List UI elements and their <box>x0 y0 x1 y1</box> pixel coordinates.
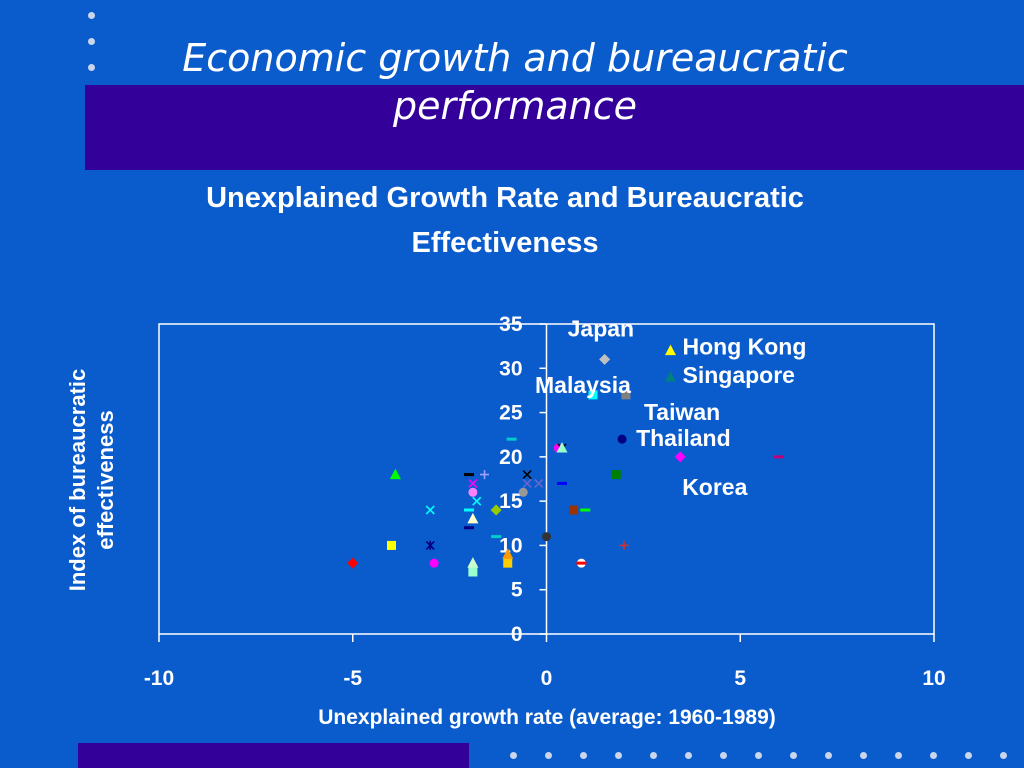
data-point <box>468 567 478 577</box>
data-point <box>588 390 598 400</box>
data-point <box>429 558 439 568</box>
x-tick-label: 5 <box>734 667 746 690</box>
data-point <box>491 535 502 539</box>
data-point <box>472 496 482 506</box>
data-point <box>542 532 551 542</box>
y-tick-label: 15 <box>499 490 523 513</box>
data-point <box>518 487 528 497</box>
y-tick-label: 25 <box>499 402 523 425</box>
country-label: Japan <box>568 315 634 341</box>
data-point <box>467 557 479 568</box>
data-point <box>557 481 567 485</box>
data-point <box>611 470 621 480</box>
data-point <box>599 353 611 365</box>
bullet-dots-left <box>88 12 100 82</box>
data-point <box>347 557 359 569</box>
data-point <box>534 478 544 488</box>
data-point <box>464 508 474 512</box>
data-point <box>480 470 489 480</box>
x-tick-label: -10 <box>144 667 174 690</box>
data-point <box>576 561 587 565</box>
slide-title-line-2: performance <box>392 84 638 128</box>
data-point <box>522 478 532 488</box>
country-label: Thailand <box>636 425 731 451</box>
data-point <box>425 540 435 550</box>
chart-title: Unexplained Growth Rate and Bureaucratic… <box>100 176 910 266</box>
data-point <box>617 434 627 444</box>
data-point <box>665 344 676 356</box>
data-point <box>468 478 478 488</box>
x-tick-label: 10 <box>922 667 945 690</box>
data-point <box>556 442 568 453</box>
y-tick-label: 0 <box>511 623 523 646</box>
country-label: Korea <box>682 474 747 500</box>
data-point <box>468 487 478 497</box>
x-tick-label: 0 <box>541 667 553 690</box>
slide-title: Economic growth and bureaucratic perform… <box>100 34 930 130</box>
country-label: Malaysia <box>535 372 631 398</box>
data-point <box>674 451 686 463</box>
y-tick-label: 20 <box>499 446 522 469</box>
bullet-dots-bottom <box>500 752 1024 764</box>
data-point <box>580 508 591 512</box>
data-point <box>389 468 401 480</box>
data-point <box>490 504 502 516</box>
chart-title-line-2: Effectiveness <box>411 227 599 259</box>
y-tick-label: 5 <box>511 579 523 602</box>
data-point <box>619 540 629 550</box>
data-point <box>464 526 474 530</box>
data-point <box>522 470 532 480</box>
data-point <box>502 548 514 559</box>
x-tick-label: -5 <box>343 667 362 690</box>
footer-band <box>78 743 469 768</box>
country-label: Singapore <box>683 362 795 388</box>
data-point <box>774 455 784 459</box>
title-band <box>85 85 1024 170</box>
data-point <box>503 558 513 568</box>
data-point <box>464 473 474 477</box>
x-axis-label: Unexplained growth rate (average: 1960-1… <box>318 706 776 729</box>
y-tick-label: 35 <box>499 313 523 336</box>
data-point <box>569 505 579 515</box>
chart-title-line-1: Unexplained Growth Rate and Bureaucratic <box>206 182 804 214</box>
data-point <box>467 512 479 524</box>
y-tick-label: 10 <box>499 534 522 557</box>
country-label: Hong Kong <box>683 334 807 360</box>
data-point <box>506 437 517 441</box>
data-point <box>621 390 631 400</box>
slide-title-line-1: Economic growth and bureaucratic <box>182 36 848 80</box>
data-point <box>665 371 676 382</box>
y-tick-label: 30 <box>499 357 522 380</box>
data-point <box>425 505 435 515</box>
data-point <box>387 540 396 550</box>
country-label: Taiwan <box>644 399 720 425</box>
